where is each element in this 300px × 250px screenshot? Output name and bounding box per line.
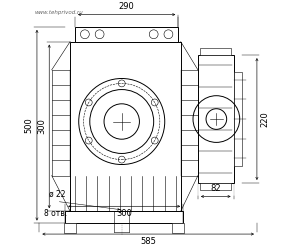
Text: 8 отв.: 8 отв. xyxy=(44,209,68,218)
Text: 300: 300 xyxy=(37,118,46,134)
Text: 300: 300 xyxy=(116,210,132,218)
Text: 82: 82 xyxy=(210,184,221,193)
Bar xyxy=(64,224,76,233)
Bar xyxy=(200,48,231,55)
Bar xyxy=(234,72,242,166)
Text: ø 22: ø 22 xyxy=(49,190,66,198)
Text: 585: 585 xyxy=(140,237,156,246)
Text: 290: 290 xyxy=(119,2,134,12)
Bar xyxy=(172,224,184,233)
Bar xyxy=(200,183,231,190)
Bar xyxy=(65,211,183,224)
Text: 500: 500 xyxy=(25,117,34,133)
Text: www.tehprivod.ru: www.tehprivod.ru xyxy=(34,10,83,15)
Bar xyxy=(75,27,178,42)
Bar xyxy=(70,42,181,211)
Text: 220: 220 xyxy=(260,111,269,127)
Bar xyxy=(198,55,234,183)
